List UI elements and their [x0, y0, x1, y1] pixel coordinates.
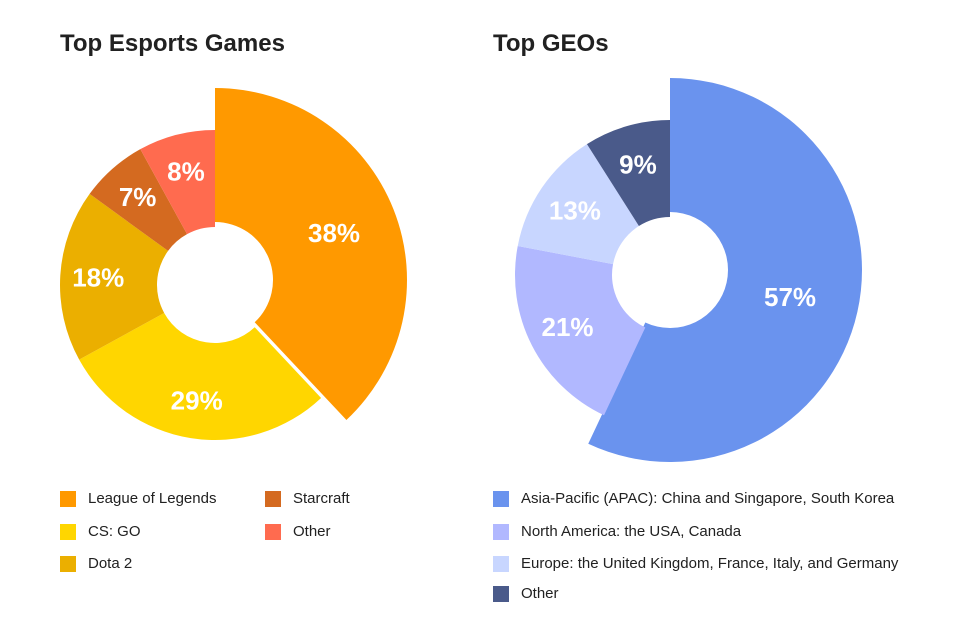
- slice-north-america-the-usa-canada: [515, 245, 646, 416]
- legend-item-europe-the-united-kingdom-france-italy-and-germany: Europe: the United Kingdom, France, Ital…: [493, 555, 898, 572]
- legend-swatch: [265, 490, 281, 507]
- legend-swatch: [60, 555, 76, 572]
- legend-label: North America: the USA, Canada: [521, 523, 742, 540]
- legend-swatch: [265, 523, 281, 540]
- chart-title-esports-games: Top Esports Games: [60, 30, 285, 57]
- legend-item-starcraft: Starcraft: [265, 490, 350, 507]
- legend-swatch: [493, 490, 509, 507]
- slice-label-asia-pacific-apac-china-and-singapore-south-korea: 57%: [764, 282, 816, 312]
- slice-label-starcraft: 7%: [119, 182, 157, 212]
- slice-cs-go: [79, 312, 322, 440]
- slice-other: [586, 120, 670, 227]
- legend-swatch: [493, 523, 509, 540]
- legend-swatch: [493, 555, 509, 572]
- legend-item-dota-2: Dota 2: [60, 555, 132, 572]
- legend-item-asia-pacific-apac-china-and-singapore-south-korea: Asia-Pacific (APAC): China and Singapore…: [493, 490, 894, 507]
- slice-starcraft: [89, 149, 188, 251]
- legend-item-other: Other: [265, 523, 331, 540]
- slice-label-europe-the-united-kingdom-france-italy-and-germany: 13%: [549, 195, 601, 225]
- slice-label-other: 8%: [167, 157, 205, 187]
- legend-item-other: Other: [493, 585, 559, 602]
- legend-swatch: [493, 585, 509, 602]
- top-geos-donut-chart: 57% 21% 13% 9%: [515, 78, 862, 462]
- legend-item-league-of-legends: League of Legends: [60, 490, 216, 507]
- slice-europe-the-united-kingdom-france-italy-and-germany: [517, 144, 639, 265]
- legend-label: Asia-Pacific (APAC): China and Singapore…: [521, 490, 895, 507]
- slice-label-north-america-the-usa-canada: 21%: [542, 312, 594, 342]
- slice-label-cs-go: 29%: [171, 386, 223, 416]
- chart-title-top-geos: Top GEOs: [493, 30, 609, 57]
- slice-label-other: 9%: [619, 150, 657, 180]
- legend-label: Other: [521, 585, 559, 602]
- legend-label: CS: GO: [88, 523, 141, 540]
- slice-label-league-of-legends: 38%: [308, 218, 360, 248]
- legend-label: Other: [293, 523, 331, 540]
- legend-swatch: [60, 523, 76, 540]
- slice-other: [140, 130, 215, 235]
- legend-item-cs-go: CS: GO: [60, 523, 141, 540]
- slice-dota-2: [59, 193, 169, 360]
- esports-games-donut-chart: 38% 29% 18% 7% 8%: [59, 88, 408, 440]
- legend-label: Europe: the United Kingdom, France, Ital…: [521, 555, 899, 572]
- legend-swatch: [60, 490, 76, 507]
- slice-label-dota-2: 18%: [72, 263, 124, 293]
- slice-asia-pacific-apac-china-and-singapore-south-korea: [588, 78, 862, 462]
- legend-label: League of Legends: [88, 490, 217, 507]
- legend-label: Starcraft: [293, 490, 350, 507]
- slice-league-of-legends: [215, 88, 408, 420]
- legend-label: Dota 2: [88, 555, 133, 572]
- legend-item-north-america-the-usa-canada: North America: the USA, Canada: [493, 523, 741, 540]
